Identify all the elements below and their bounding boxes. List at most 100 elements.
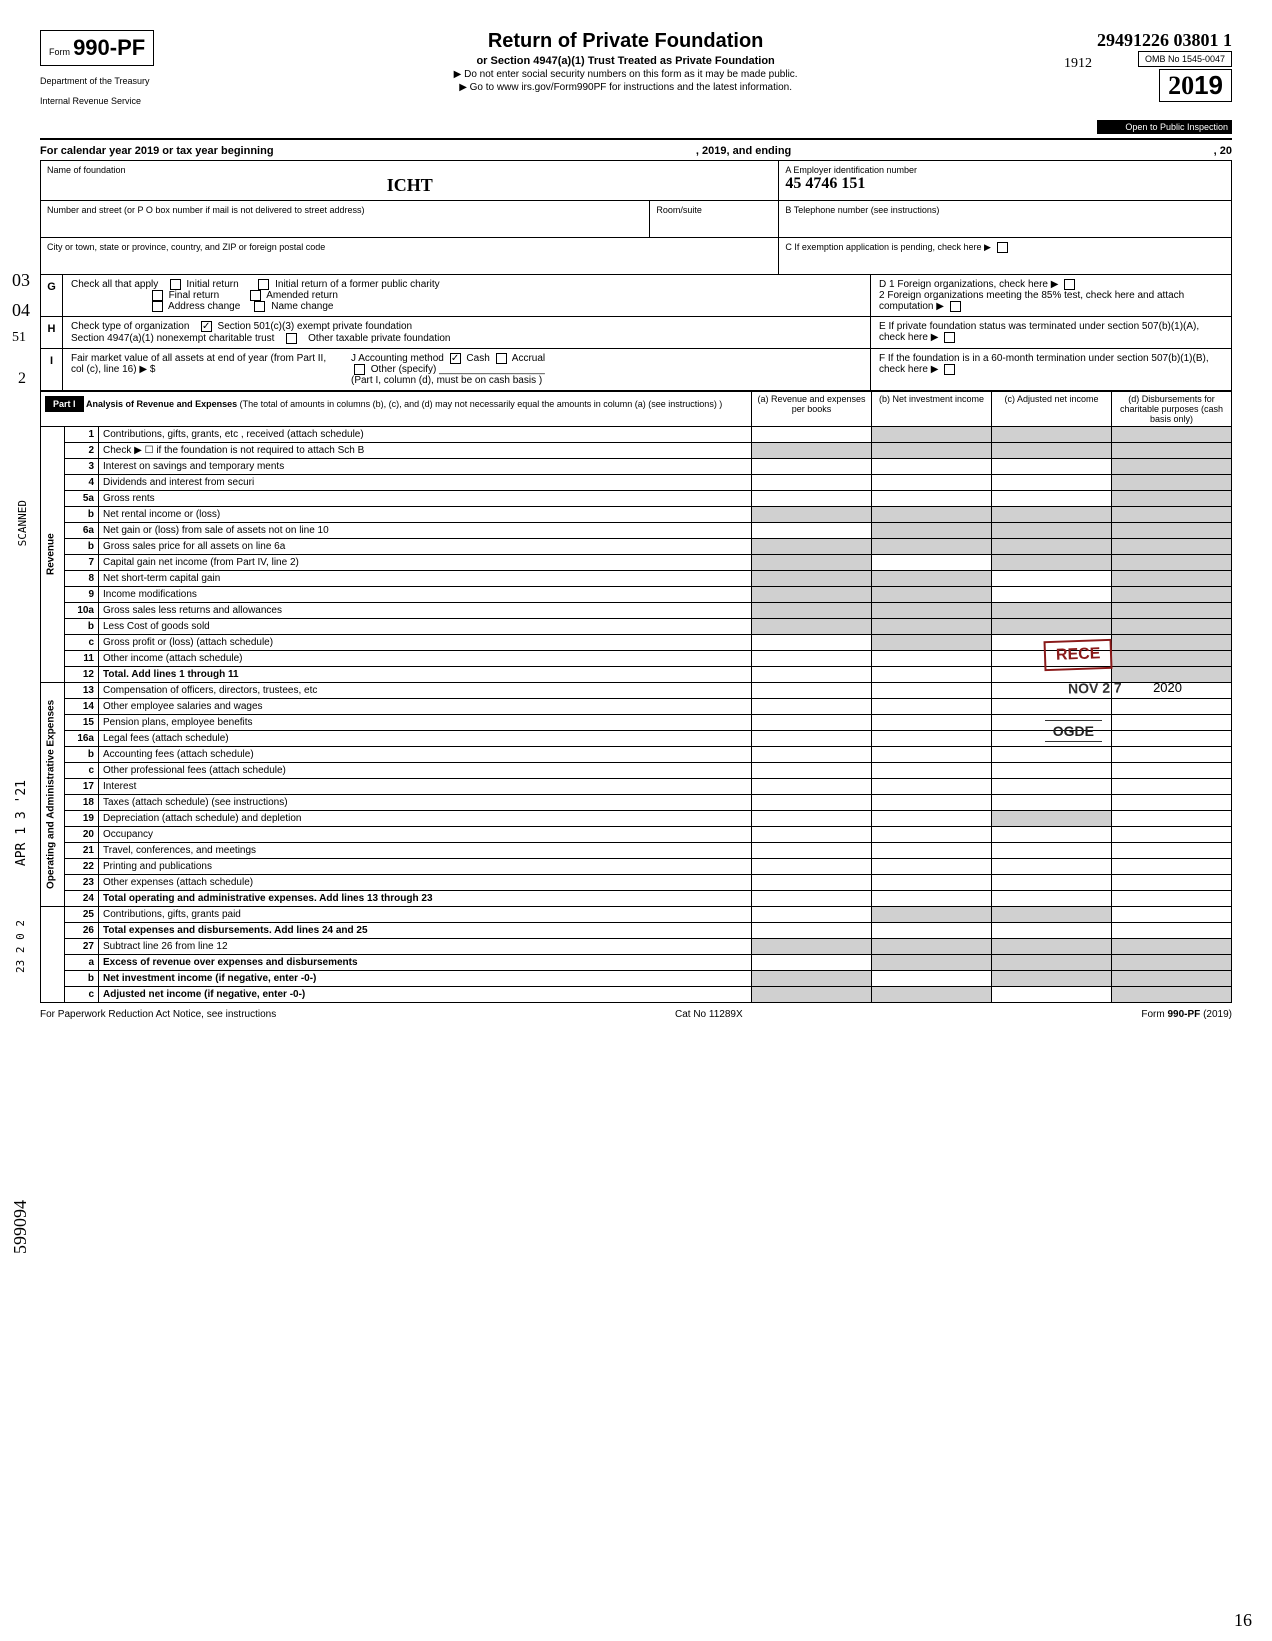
street-label: Number and street (or P O box number if … bbox=[47, 205, 643, 215]
cal-mid: , 2019, and ending bbox=[696, 145, 791, 157]
line-19: Depreciation (attach schedule) and deple… bbox=[99, 810, 752, 826]
opex-section-label: Operating and Administrative Expenses bbox=[41, 682, 65, 906]
header-right: 29491226 03801 1 OMB No 1545-0047 202019… bbox=[1097, 30, 1232, 134]
subtitle: or Section 4947(a)(1) Trust Treated as P… bbox=[164, 55, 1087, 67]
line-27: Subtract line 26 from line 12 bbox=[99, 938, 752, 954]
c-pending-checkbox[interactable] bbox=[997, 242, 1008, 253]
dept-treasury: Department of the Treasury bbox=[40, 76, 154, 86]
tax-year: 20201919 bbox=[1159, 69, 1232, 102]
amended-return: Amended return bbox=[266, 290, 338, 301]
line-26: Total expenses and disbursements. Add li… bbox=[99, 922, 752, 938]
line-16a: Legal fees (attach schedule) bbox=[99, 730, 752, 746]
cb-amended[interactable] bbox=[250, 290, 261, 301]
cb-e[interactable] bbox=[944, 332, 955, 343]
city-label: City or town, state or province, country… bbox=[47, 242, 772, 252]
footer-mid: Cat No 11289X bbox=[675, 1009, 743, 1020]
line-18: Taxes (attach schedule) (see instruction… bbox=[99, 794, 752, 810]
line-6a: Net gain or (loss) from sale of assets n… bbox=[99, 522, 752, 538]
cash-label: Cash bbox=[466, 353, 489, 364]
calendar-year-row: For calendar year 2019 or tax year begin… bbox=[40, 142, 1232, 160]
f-label: F If the foundation is in a 60-month ter… bbox=[879, 353, 1209, 375]
margin-scanned: SCANNED bbox=[16, 500, 29, 546]
cb-other-spec[interactable] bbox=[354, 364, 365, 375]
page-footer: For Paperwork Reduction Act Notice, see … bbox=[40, 1009, 1232, 1020]
foundation-info-table: Name of foundation ICHT A Employer ident… bbox=[40, 160, 1232, 275]
stamp-date: NOV 2 7 bbox=[1068, 680, 1122, 697]
d1-label: D 1 Foreign organizations, check here bbox=[879, 279, 1048, 290]
line-10a: Gross sales less returns and allowances bbox=[99, 602, 752, 618]
irs-label: Internal Revenue Service bbox=[40, 96, 154, 106]
e-label: E If private foundation status was termi… bbox=[879, 321, 1199, 343]
j-label: J Accounting method bbox=[351, 353, 444, 364]
line-16c: Other professional fees (attach schedule… bbox=[99, 762, 752, 778]
cal-right: , 20 bbox=[1214, 145, 1232, 157]
fmv-label: Fair market value of all assets at end o… bbox=[71, 353, 331, 386]
g-label: Check all that apply bbox=[71, 279, 158, 290]
s4947-label: Section 4947(a)(1) nonexempt charitable … bbox=[71, 333, 274, 344]
row-h: H Check type of organization Section 501… bbox=[40, 317, 1232, 348]
handwritten-1912: 1912 bbox=[957, 56, 1092, 72]
cb-501c3[interactable] bbox=[201, 321, 212, 332]
ein-handwritten: 45 4746 151 bbox=[785, 175, 1225, 193]
cb-d2[interactable] bbox=[950, 301, 961, 312]
line-11: Other income (attach schedule) bbox=[99, 650, 752, 666]
cb-final-return[interactable] bbox=[152, 290, 163, 301]
final-return: Final return bbox=[169, 290, 220, 301]
open-to-public: Open to Public Inspection bbox=[1097, 120, 1232, 134]
cb-initial-former[interactable] bbox=[258, 279, 269, 290]
line-8: Net short-term capital gain bbox=[99, 570, 752, 586]
line-13: Compensation of officers, directors, tru… bbox=[99, 682, 752, 698]
cb-4947[interactable] bbox=[286, 333, 297, 344]
line-3: Interest on savings and temporary ments bbox=[99, 458, 752, 474]
hw-bottom-right: 16 bbox=[1234, 1610, 1252, 1631]
part1-table: Part I Analysis of Revenue and Expenses … bbox=[40, 391, 1232, 1003]
stamp-year: 2020 bbox=[1153, 680, 1182, 695]
s501-label: Section 501(c)(3) exempt private foundat… bbox=[218, 322, 413, 333]
cb-initial-return[interactable] bbox=[170, 279, 181, 290]
h-label: Check type of organization bbox=[71, 322, 189, 333]
stamp-ogde: OGDE bbox=[1045, 720, 1102, 742]
cb-accrual[interactable] bbox=[496, 353, 507, 364]
line-27c: Adjusted net income (if negative, enter … bbox=[99, 986, 752, 1002]
line-14: Other employee salaries and wages bbox=[99, 698, 752, 714]
part1-note: (Part I, column (d), must be on cash bas… bbox=[351, 375, 542, 386]
hw-margin-2: 2 bbox=[18, 370, 26, 388]
line-12: Total. Add lines 1 through 11 bbox=[99, 666, 752, 682]
i-letter: I bbox=[41, 349, 63, 390]
line-1: Contributions, gifts, grants, etc , rece… bbox=[99, 426, 752, 442]
d2-label: 2 Foreign organizations meeting the 85% … bbox=[879, 290, 1184, 312]
margin-numbers: 23 2 0 2 bbox=[14, 920, 27, 973]
cb-f[interactable] bbox=[944, 364, 955, 375]
line-27b: Net investment income (if negative, ente… bbox=[99, 970, 752, 986]
cb-d1[interactable] bbox=[1064, 279, 1075, 290]
margin-sideid: 599094 bbox=[10, 1200, 31, 1254]
line-21: Travel, conferences, and meetings bbox=[99, 842, 752, 858]
line-17: Interest bbox=[99, 778, 752, 794]
col-c-header: (c) Adjusted net income bbox=[992, 391, 1112, 426]
form-990pf: 990-PF bbox=[73, 35, 145, 60]
c-pending-label: C If exemption application is pending, c… bbox=[785, 242, 991, 252]
hw-margin-51: 51 bbox=[12, 330, 26, 346]
accrual-label: Accrual bbox=[512, 353, 545, 364]
omb-number: OMB No 1545-0047 bbox=[1138, 51, 1232, 67]
line-15: Pension plans, employee benefits bbox=[99, 714, 752, 730]
handwritten-top-number: 29491226 03801 1 bbox=[1097, 30, 1232, 51]
line-5b: Net rental income or (loss) bbox=[99, 506, 752, 522]
line-9: Income modifications bbox=[99, 586, 752, 602]
ein-label: A Employer identification number bbox=[785, 165, 1225, 175]
part1-label: Part I bbox=[45, 396, 84, 412]
line-4: Dividends and interest from securi bbox=[99, 474, 752, 490]
form-word: Form bbox=[49, 47, 70, 57]
cb-name-change[interactable] bbox=[254, 301, 265, 312]
line-10b: Less Cost of goods sold bbox=[99, 618, 752, 634]
cb-cash[interactable] bbox=[450, 353, 461, 364]
row-g: G Check all that apply Initial return In… bbox=[40, 275, 1232, 317]
line-20: Occupancy bbox=[99, 826, 752, 842]
line-23: Other expenses (attach schedule) bbox=[99, 874, 752, 890]
room-suite-label: Room/suite bbox=[656, 205, 772, 215]
other-specify: Other (specify) bbox=[371, 364, 437, 375]
col-b-header: (b) Net investment income bbox=[872, 391, 992, 426]
phone-label: B Telephone number (see instructions) bbox=[785, 205, 1225, 215]
cb-address-change[interactable] bbox=[152, 301, 163, 312]
line-25: Contributions, gifts, grants paid bbox=[99, 906, 752, 922]
